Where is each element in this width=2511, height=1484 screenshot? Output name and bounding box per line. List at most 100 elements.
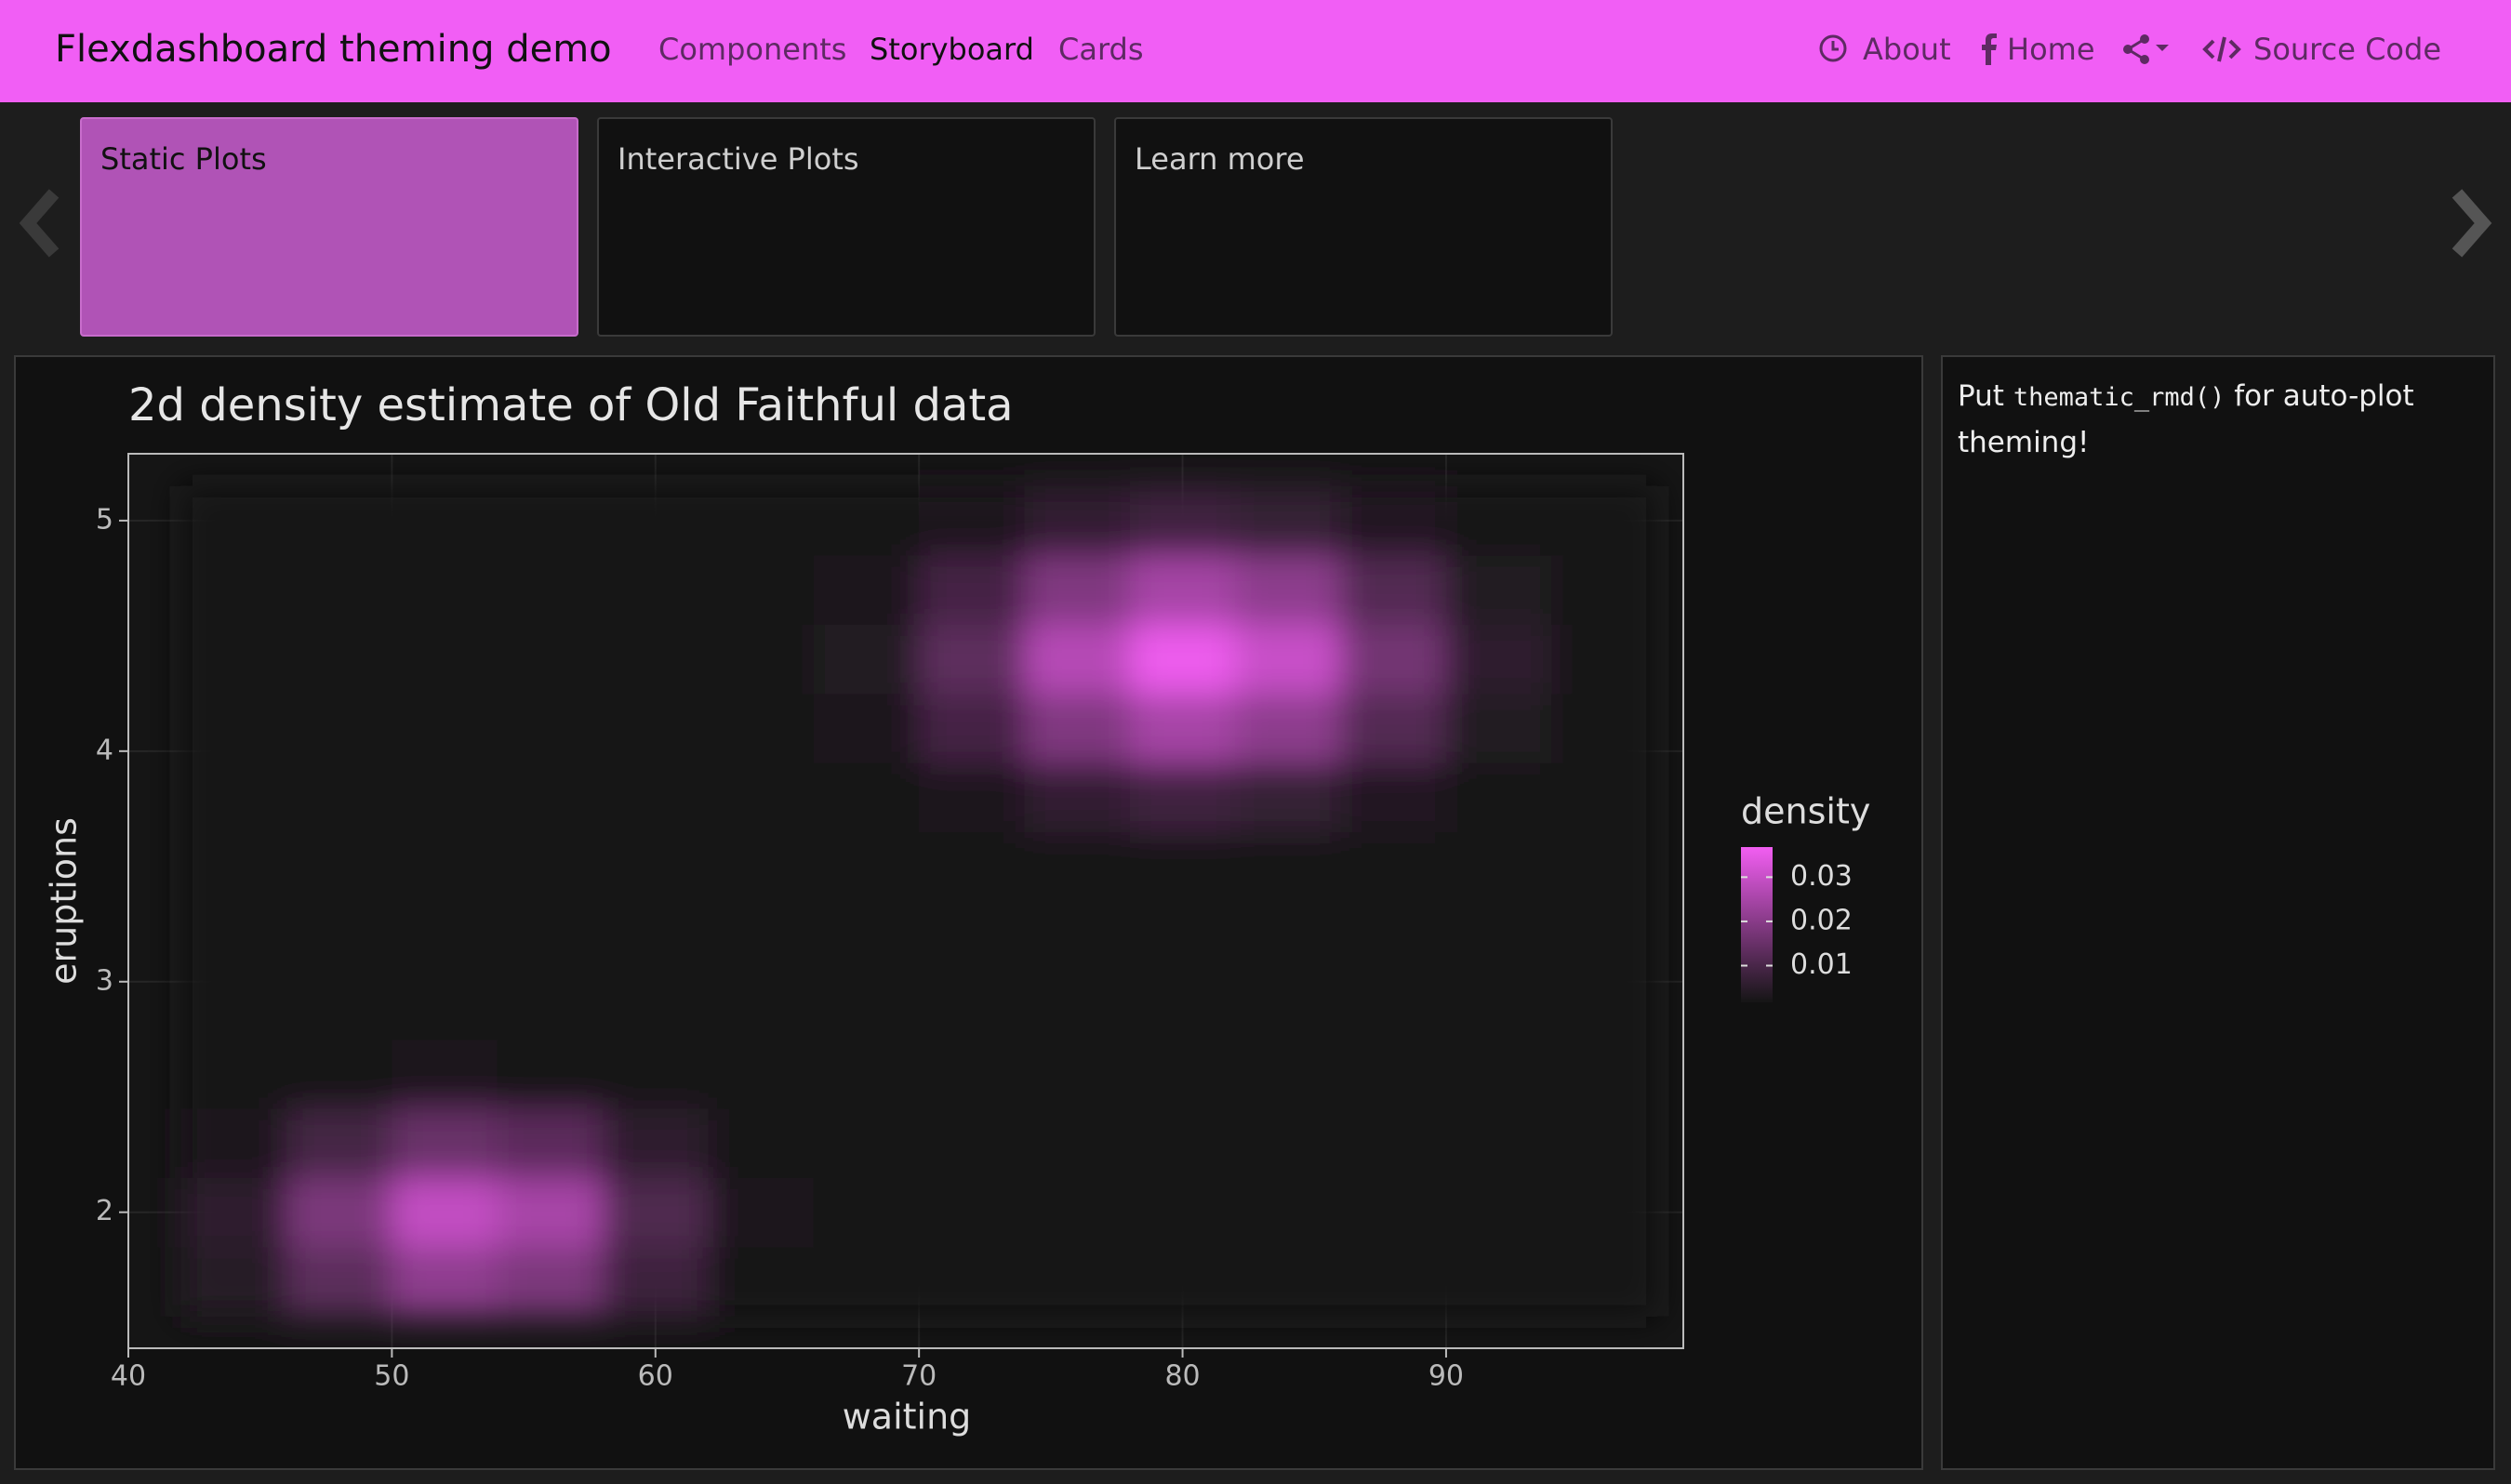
density-cell — [603, 1108, 709, 1179]
density-cell — [708, 1246, 815, 1317]
share-menu[interactable] — [2122, 33, 2174, 65]
x-tick-label: 50 — [374, 1360, 409, 1393]
density-cell — [286, 762, 392, 833]
density-cell — [392, 485, 498, 556]
density-cell — [919, 970, 1026, 1040]
nav-link[interactable]: Home — [2007, 32, 2095, 67]
y-tick-label: 2 — [96, 1195, 113, 1227]
colorbar-label: 0.01 — [1790, 948, 1853, 981]
story-card[interactable]: Static Plots — [80, 117, 578, 337]
brand[interactable]: Flexdashboard theming demo — [55, 28, 612, 71]
density-cell — [813, 901, 920, 971]
density-cell — [1551, 555, 1658, 625]
density-cell — [919, 1108, 1026, 1179]
density-cell — [1235, 555, 1342, 625]
plot-border — [127, 453, 1684, 1349]
density-cell — [1024, 1246, 1131, 1317]
prev-arrow[interactable] — [17, 186, 63, 260]
density-cell — [1445, 1039, 1552, 1109]
density-cell — [603, 762, 709, 833]
density-cell — [603, 1039, 709, 1109]
density-cell — [180, 1108, 287, 1179]
nav-link[interactable]: Storyboard — [870, 32, 1034, 67]
density-cell — [1024, 485, 1131, 556]
density-cell — [708, 1177, 815, 1248]
colorbar-label: 0.03 — [1790, 860, 1853, 893]
y-tick-label: 3 — [96, 964, 113, 997]
density-cell — [392, 831, 498, 902]
density-cell — [919, 1177, 1026, 1248]
density-cell — [813, 693, 920, 763]
density-cell — [1340, 624, 1447, 695]
density-cell — [813, 1246, 920, 1317]
clock-icon — [1819, 34, 1847, 62]
story-card[interactable]: Interactive Plots — [597, 117, 1096, 337]
density-cell — [1445, 1246, 1552, 1317]
density-cell — [603, 1246, 709, 1317]
density-cell — [286, 901, 392, 971]
density-cell — [603, 485, 709, 556]
density-cell — [1445, 1108, 1552, 1179]
nav-link[interactable]: Components — [658, 32, 847, 67]
next-arrow[interactable] — [2448, 186, 2494, 260]
density-cell — [286, 693, 392, 763]
x-tick-label: 60 — [638, 1360, 673, 1393]
density-cell — [813, 1108, 920, 1179]
y-axis-label: eruptions — [44, 817, 85, 985]
density-cell — [1024, 1039, 1131, 1109]
density-cell — [708, 1039, 815, 1109]
density-cell — [286, 555, 392, 625]
density-cell — [286, 1108, 392, 1179]
density-cell — [1340, 693, 1447, 763]
density-cell — [392, 555, 498, 625]
density-cell — [1235, 485, 1342, 556]
density-cell — [1551, 1039, 1658, 1109]
density-cell — [392, 693, 498, 763]
density-cell — [180, 485, 287, 556]
density-cell — [813, 1177, 920, 1248]
density-cell — [286, 1039, 392, 1109]
density-cell — [180, 624, 287, 695]
density-cell — [708, 1108, 815, 1179]
density-cell — [180, 762, 287, 833]
density-cell — [180, 1246, 287, 1317]
density-cell — [1551, 1108, 1658, 1179]
density-cell — [1024, 1177, 1131, 1248]
density-cell — [286, 970, 392, 1040]
density-cell — [497, 1108, 604, 1179]
density-cell — [286, 831, 392, 902]
sidebar-code: thematic_rmd() — [2013, 383, 2225, 412]
density-cell — [497, 624, 604, 695]
nav-link[interactable]: About — [1863, 32, 1951, 67]
density-cell — [1235, 1177, 1342, 1248]
colorbar-label: 0.02 — [1790, 904, 1853, 936]
density-cell — [1129, 1039, 1236, 1109]
density-cell — [1235, 1039, 1342, 1109]
density-cell — [1551, 624, 1658, 695]
density-cell — [708, 831, 815, 902]
density-cell — [1340, 762, 1447, 833]
density-cell — [180, 831, 287, 902]
density-cell — [1129, 624, 1236, 695]
density-cell — [1235, 970, 1342, 1040]
density-cell — [1340, 1108, 1447, 1179]
density-cell — [708, 970, 815, 1040]
density-cell — [1024, 970, 1131, 1040]
story-card[interactable]: Learn more — [1114, 117, 1613, 337]
density-cell — [603, 831, 709, 902]
density-cell — [919, 485, 1026, 556]
density-cell — [708, 693, 815, 763]
density-cell — [919, 624, 1026, 695]
nav-link[interactable]: Cards — [1058, 32, 1144, 67]
density-cell — [813, 831, 920, 902]
facebook-icon — [1982, 33, 1997, 65]
density-cell — [1235, 831, 1342, 902]
density-cell — [1551, 485, 1658, 556]
density-cell — [603, 555, 709, 625]
density-cell — [1551, 1246, 1658, 1317]
density-cell — [813, 485, 920, 556]
density-cell — [603, 1177, 709, 1248]
nav-link[interactable]: Source Code — [2253, 32, 2441, 67]
density-cell — [1129, 1177, 1236, 1248]
density-cell — [497, 555, 604, 625]
